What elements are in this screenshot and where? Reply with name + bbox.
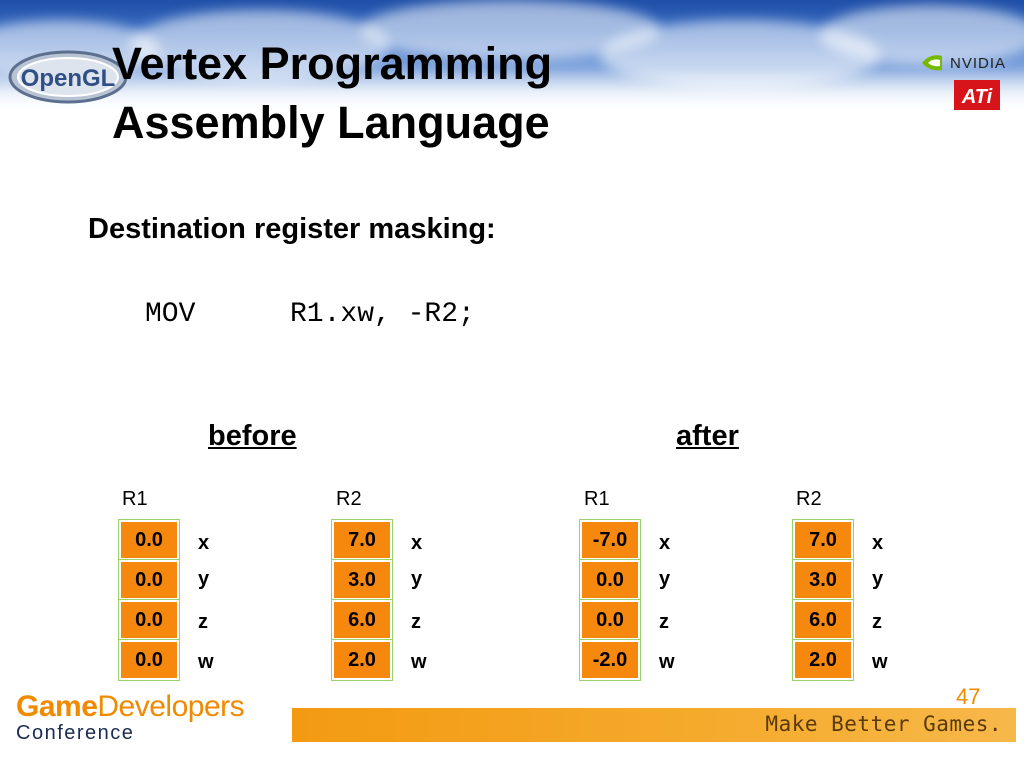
component-label: w [198, 651, 214, 673]
register-cell: 7.0 [792, 519, 854, 561]
component-label: y [411, 568, 423, 590]
svg-text:OpenGL: OpenGL [21, 65, 116, 92]
ati-logo: ATi [954, 80, 1000, 110]
header-banner [0, 0, 1024, 110]
register-cell: 2.0 [331, 639, 393, 681]
gdc-logo-developers: Developers [97, 690, 245, 723]
opengl-logo: OpenGL [8, 50, 128, 104]
component-label: w [872, 651, 888, 673]
after-r2-register: 7.0 3.0 6.0 2.0 [792, 519, 854, 681]
page-number: 47 [956, 684, 981, 709]
after-r1-register: -7.0 0.0 0.0 -2.0 [579, 519, 641, 681]
component-label: w [659, 651, 675, 673]
component-label: w [411, 651, 427, 673]
nvidia-logo: NVIDIA [922, 55, 1006, 72]
gdc-logo: GameDevelopers Conference [16, 690, 245, 745]
before-r2-label: R2 [336, 488, 362, 510]
component-label: z [659, 611, 669, 633]
register-cell: 6.0 [792, 599, 854, 641]
register-cell: 3.0 [792, 559, 854, 601]
register-cell: 0.0 [579, 559, 641, 601]
register-cell: -7.0 [579, 519, 641, 561]
code-operands: R1.xw, -R2; [290, 299, 475, 330]
component-label: z [411, 611, 421, 633]
register-cell: -2.0 [579, 639, 641, 681]
register-cell: 6.0 [331, 599, 393, 641]
register-cell: 3.0 [331, 559, 393, 601]
after-r2-label: R2 [796, 488, 822, 510]
register-cell: 0.0 [118, 559, 180, 601]
component-label: x [411, 532, 423, 554]
subtitle: Destination register masking: [88, 213, 496, 245]
component-label: x [659, 532, 671, 554]
before-r2-register: 7.0 3.0 6.0 2.0 [331, 519, 393, 681]
component-label: z [198, 611, 208, 633]
component-label: z [872, 611, 882, 633]
tagline-bar: Make Better Games. [292, 708, 1016, 742]
register-cell: 2.0 [792, 639, 854, 681]
gdc-logo-game: Game [16, 690, 98, 723]
before-r1-register: 0.0 0.0 0.0 0.0 [118, 519, 180, 681]
title-line-2: Assembly Language [112, 97, 550, 148]
title-line-1: Vertex Programming [112, 38, 553, 89]
component-label: x [872, 532, 884, 554]
before-heading: before [208, 420, 297, 452]
after-r1-label: R1 [584, 488, 610, 510]
svg-text:NVIDIA: NVIDIA [950, 55, 1006, 72]
component-label: y [659, 568, 671, 590]
register-cell: 7.0 [331, 519, 393, 561]
page-title: Vertex Programming Assembly Language [112, 34, 552, 152]
register-cell: 0.0 [118, 599, 180, 641]
svg-text:ATi: ATi [961, 86, 993, 108]
register-cell: 0.0 [118, 639, 180, 681]
tagline: Make Better Games. [765, 712, 1002, 736]
after-heading: after [676, 420, 739, 452]
component-label: y [198, 568, 210, 590]
gdc-logo-conference: Conference [16, 722, 135, 744]
component-label: x [198, 532, 210, 554]
before-r1-label: R1 [122, 488, 148, 510]
component-label: y [872, 568, 884, 590]
code-opcode: MOV [145, 299, 196, 330]
register-cell: 0.0 [118, 519, 180, 561]
register-cell: 0.0 [579, 599, 641, 641]
